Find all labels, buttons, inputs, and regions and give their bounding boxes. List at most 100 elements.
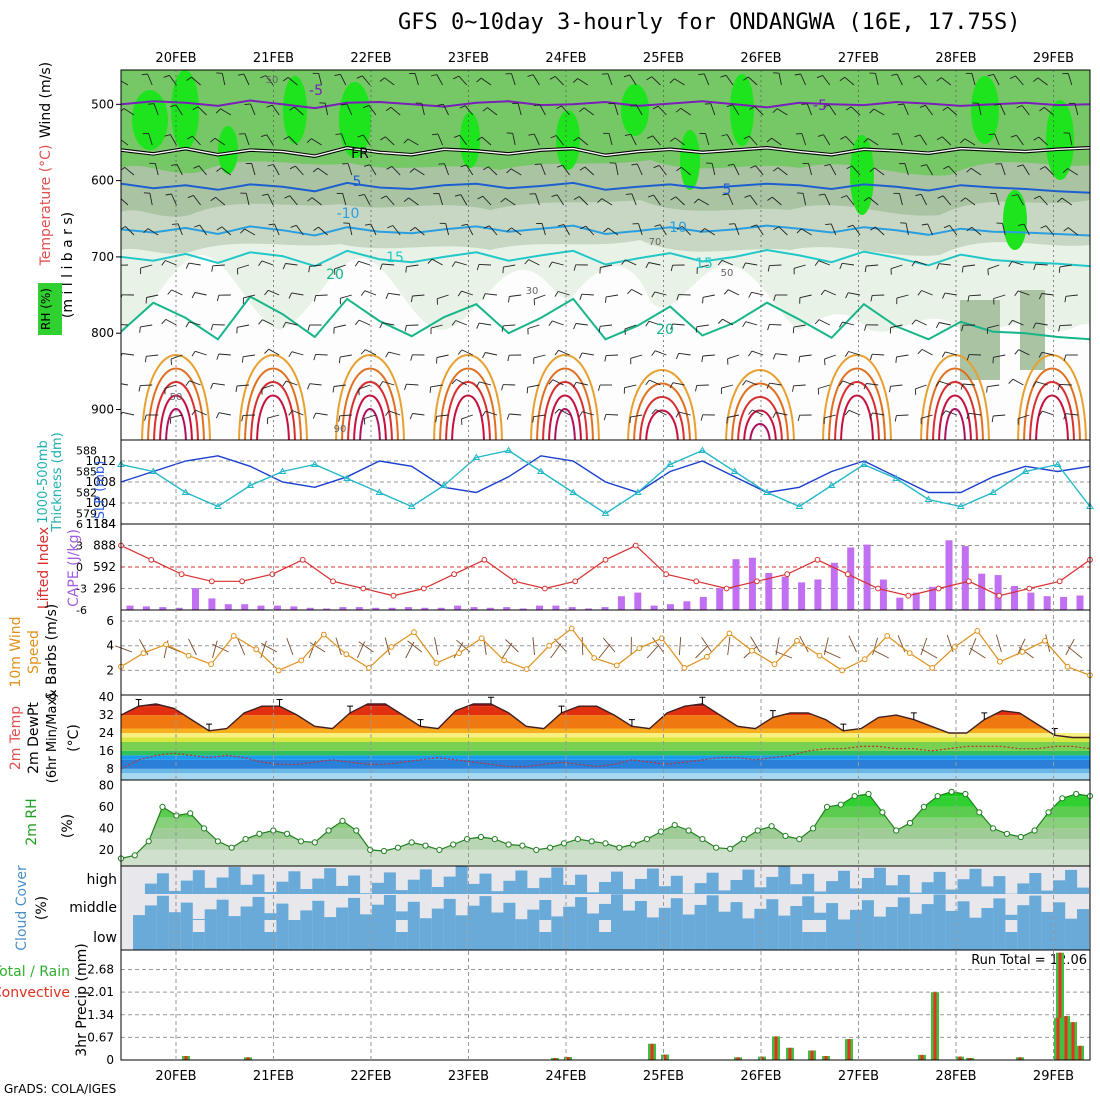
wind-barb	[265, 75, 274, 86]
wind-barb-flag	[437, 103, 444, 106]
wind-barb-flag	[838, 380, 844, 387]
wind-barb	[511, 227, 522, 236]
rh-point	[976, 809, 983, 816]
cloud-cell	[1077, 920, 1089, 950]
wind-10m-barb	[646, 644, 660, 659]
ylabel-cape: CAPE (J/kg)	[66, 529, 82, 607]
wind-speed-point	[411, 629, 417, 636]
li-point	[632, 542, 639, 549]
day-label-bottom: 29FEB	[1033, 1069, 1074, 1084]
wind-barb	[188, 262, 201, 266]
wind-barb	[575, 323, 588, 326]
wind-barb	[920, 414, 933, 419]
wind-barb-flag	[695, 326, 698, 333]
wind-10m-barb	[384, 637, 391, 656]
li-point	[1026, 585, 1033, 592]
rh-point	[1059, 795, 1066, 802]
wind-barb-flag	[241, 356, 244, 363]
wind-barb	[189, 380, 201, 386]
cloud-cell	[551, 920, 564, 950]
wind-barb	[926, 164, 933, 176]
wind-barb	[485, 410, 498, 416]
wind-barb-flag	[869, 167, 875, 173]
wind-barb-flag	[380, 136, 386, 141]
wind-barb	[648, 320, 661, 326]
wind-barb-flag	[171, 163, 178, 167]
wind-barb-flag	[451, 261, 456, 268]
wind-barb-flag	[824, 163, 831, 167]
wind-barb-flag	[943, 224, 950, 229]
wind-barb	[459, 135, 468, 146]
li-point	[299, 556, 306, 563]
wind-barb-flag	[139, 326, 141, 333]
precip-bar-convective	[1071, 1022, 1075, 1060]
rh-point	[727, 845, 734, 852]
cloud-cell	[646, 917, 659, 920]
cloud-cell	[611, 871, 623, 894]
wind-barb	[287, 77, 298, 86]
wind-barb-flag	[669, 78, 675, 84]
wind-barb	[237, 264, 250, 269]
ylabel-wind: Wind (m/s)	[38, 62, 54, 138]
wind-barb-flag	[161, 319, 167, 325]
wind-barb-flag	[598, 326, 601, 333]
wind-barb-flag	[260, 134, 267, 138]
rh-band	[121, 817, 1090, 829]
wind-barb	[123, 108, 135, 116]
wind-barb	[243, 354, 256, 358]
wind-barb-flag	[824, 359, 826, 366]
thickness-marker	[278, 467, 287, 474]
wind-barb-flag	[264, 290, 269, 296]
wind-barb-flag	[216, 226, 223, 231]
wind-barb-flag	[839, 263, 843, 270]
cape-bar	[847, 547, 855, 610]
warm-isotherm-arc	[548, 394, 582, 440]
wind-barb	[437, 294, 449, 300]
day-label-top: 20FEB	[155, 51, 196, 66]
wind-barb-flag	[773, 294, 776, 301]
wind-barb	[431, 258, 443, 266]
wind-barb	[1065, 413, 1078, 416]
cloud-cell	[383, 895, 396, 920]
wind-barb	[212, 382, 225, 386]
wind-barb	[678, 411, 691, 416]
rh-point	[837, 801, 844, 808]
chart-title: GFS 0~10day 3-hourly for ONDANGWA (16E, …	[398, 10, 1021, 35]
day-label-bottom: 24FEB	[545, 1069, 586, 1084]
cloud-cell	[479, 896, 492, 920]
wind-barb-flag	[379, 77, 385, 82]
wind-barb	[625, 259, 637, 266]
wind-barb-flag	[605, 296, 607, 303]
cloud-cell	[981, 908, 994, 920]
cloud-cell	[324, 868, 337, 894]
wind-speed-point	[163, 641, 170, 648]
cape-bar	[650, 605, 658, 610]
wind-barb	[727, 354, 740, 360]
wind-barb	[430, 384, 443, 388]
wind-barb	[652, 135, 661, 146]
wind-barb	[487, 107, 498, 116]
wind-barb-flag	[216, 353, 220, 360]
wind-barb	[339, 354, 352, 358]
rh-point	[685, 827, 692, 834]
cloud-cell	[1041, 911, 1054, 920]
wind-barb-flag	[847, 224, 854, 228]
wind-barb	[125, 226, 135, 236]
cloud-cell	[515, 920, 528, 950]
wind-barb	[364, 414, 377, 419]
wind-barb	[1041, 351, 1054, 356]
wind-barb	[362, 134, 371, 146]
wind-barb	[842, 262, 855, 266]
isotherm-20	[121, 295, 1090, 341]
wind-barb	[921, 290, 933, 296]
cloud-cell	[431, 908, 444, 920]
wind-speed-point	[974, 628, 981, 634]
wind-barb	[1017, 414, 1030, 420]
wind-barb-flag	[748, 409, 753, 415]
wind-barb-flag	[404, 325, 407, 332]
wind-barb	[755, 165, 764, 176]
wind-barb-flag	[960, 383, 964, 390]
wind-speed-point	[456, 650, 462, 656]
wind-barb	[578, 196, 589, 206]
